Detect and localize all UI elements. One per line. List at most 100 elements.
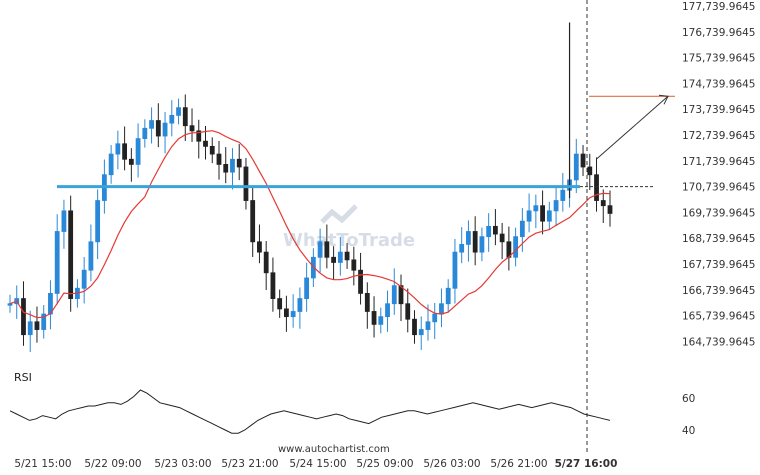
candle-body [358,269,363,294]
y-tick-label: 170,739.9645 [682,182,755,194]
candle-body [371,311,377,325]
candle-body [425,321,431,330]
candle-body [41,313,47,330]
candle-body [169,114,175,124]
candle-body [250,200,256,243]
candle-body [607,205,613,214]
candle-body [594,174,599,201]
candle-body [466,231,471,245]
candle-body [445,287,451,305]
rsi-title: RSI [14,371,32,384]
candle-body [216,153,222,165]
candle-body [284,308,289,318]
x-tick-label: 5/22 09:00 [84,458,141,470]
candle-body [257,241,262,253]
candle-body [344,251,350,261]
y-tick-label: 177,739.9645 [682,1,755,13]
y-tick-label: 169,739.9645 [682,207,755,219]
candle-body [304,277,310,299]
forecast-arrow [596,94,669,159]
candle-body [68,210,74,299]
candle-body [182,107,188,127]
y-tick-label: 165,739.9645 [682,311,755,323]
y-axis-labels: 177,739.9645 176,739.9645 175,739.9645 174,… [682,1,755,348]
candle-body [587,166,593,176]
candle-body [600,200,606,207]
candle-body [526,210,532,222]
candle-body [412,318,417,336]
x-tick-label: 5/23 21:00 [221,458,278,470]
candle-body [223,164,229,173]
watermark-icon [320,204,358,224]
candle-body [270,272,276,299]
arrow-head [658,94,669,105]
moving-average-line [9,130,611,319]
source-url: www.autochartist.com [278,444,390,455]
candle-body [189,125,195,132]
candle-body [297,298,303,312]
y-tick-label: 164,739.9645 [682,336,755,348]
candle-body [236,158,242,168]
candle-body [479,236,485,253]
candle-body [27,321,33,336]
candle-body [398,285,404,305]
candle-body [432,313,438,323]
candle-body [122,143,128,160]
candle-body [21,298,26,336]
candle-body [513,236,519,258]
watermark-text: WhatToTrade [283,230,415,251]
candle-body [95,200,101,243]
y-tick-label: 175,739.9645 [682,53,755,65]
rsi-tick-labels: 60 40 [682,393,695,437]
candle-body [573,153,579,181]
candle-body [553,200,559,212]
candle-body [546,210,552,222]
candle-body [519,220,525,238]
candle-body [155,120,161,137]
candle-body [88,241,94,271]
candle-body [209,145,215,155]
x-tick-label: 5/23 03:00 [154,458,211,470]
candle-body [81,269,87,289]
candle-body [61,210,67,232]
y-tick-label: 176,739.9645 [682,27,755,39]
candle-body [176,107,181,116]
x-tick-label: 5/25 09:00 [356,458,413,470]
candlestick-series [7,22,613,352]
arrow-shaft [596,95,669,159]
x-axis-labels: 5/21 15:00 5/22 09:00 5/23 03:00 5/23 21:00… [14,458,617,470]
candle-body [7,303,13,306]
candle-body [142,127,148,140]
candle-body [472,231,478,253]
x-tick-label: 5/27 16:00 [555,458,618,470]
candle-body [418,329,424,336]
candle-body [196,130,202,142]
candle-body [230,158,235,173]
y-tick-label: 171,739.9645 [682,156,755,168]
candle-body [331,256,336,263]
y-tick-label: 172,739.9645 [682,130,755,142]
candle-body [560,189,566,201]
candle-body [499,233,505,243]
x-tick-label: 5/21 15:00 [14,458,71,470]
candle-body [385,303,390,318]
rsi-line [9,389,611,434]
candle-body [405,303,411,320]
candle-body [391,285,397,305]
candle-body [459,243,465,253]
candle-body [492,225,498,235]
candle-body [290,311,296,318]
candle-body [277,298,283,310]
x-tick-label: 5/26 21:00 [490,458,547,470]
candle-body [351,259,357,271]
rsi-tick-label: 40 [682,425,695,437]
candle-body [337,251,343,263]
candle-body [203,140,208,147]
candle-body [162,122,168,137]
candle-body [324,241,330,258]
candle-body [317,241,323,258]
candle-body [540,205,545,222]
x-tick-label: 5/26 03:00 [423,458,480,470]
candle-body [115,143,121,155]
